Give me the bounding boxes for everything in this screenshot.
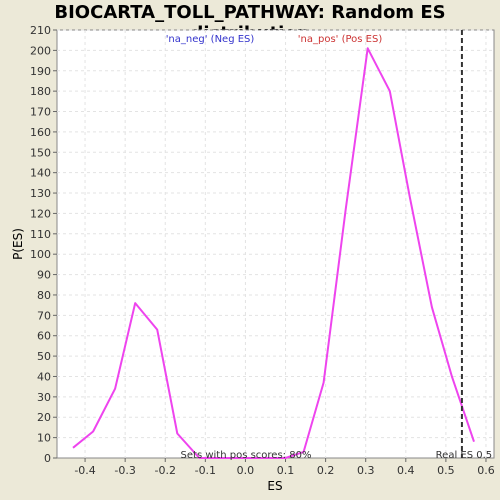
y-tick-label: 200: [30, 44, 51, 57]
y-tick-label: 130: [30, 187, 51, 200]
x-tick-label: -0.2: [155, 464, 176, 477]
series-line: [72, 47, 475, 459]
y-tick-label: 160: [30, 126, 51, 139]
y-tick-label: 10: [37, 432, 51, 445]
y-axis-label: P(ES): [11, 228, 25, 260]
grid-lines: [57, 29, 494, 458]
y-tick-label: 210: [30, 24, 51, 37]
y-tick-label: 100: [30, 248, 51, 261]
y-tick-label: 80: [37, 289, 51, 302]
y-tick-label: 170: [30, 106, 51, 119]
x-tick-label: 0.6: [477, 464, 495, 477]
y-tick-label: 140: [30, 167, 51, 180]
x-tick-label: 0.3: [357, 464, 375, 477]
y-axis-ticks: 0 10 20 30 40 50 60 70 80 90 100 110 120 130 140 150 160…: [30, 24, 57, 465]
y-tick-label: 110: [30, 228, 51, 241]
legend-neg: 'na_neg' (Neg ES): [166, 34, 255, 45]
x-tick-label: 0.5: [437, 464, 455, 477]
y-tick-label: 70: [37, 309, 51, 322]
y-tick-label: 30: [37, 391, 51, 404]
x-tick-label: -0.4: [74, 464, 95, 477]
x-tick-label: -0.1: [195, 464, 216, 477]
x-axis-ticks: -0.4 -0.3 -0.2 -0.1 0.0 0.1 0.2 0.3 0.4 0.5 0.6: [74, 458, 495, 477]
y-tick-label: 20: [37, 411, 51, 424]
y-tick-label: 90: [37, 269, 51, 282]
x-tick-label: 0.4: [397, 464, 415, 477]
y-tick-label: 0: [44, 452, 51, 465]
real-es-label: Real ES 0.5: [436, 450, 492, 461]
series-group: [72, 47, 475, 459]
plot-area: [56, 29, 495, 459]
y-tick-label: 60: [37, 330, 51, 343]
y-tick-label: 120: [30, 207, 51, 220]
x-tick-label: 0.0: [237, 464, 255, 477]
y-tick-label: 150: [30, 146, 51, 159]
x-tick-label: -0.3: [114, 464, 135, 477]
y-tick-label: 180: [30, 85, 51, 98]
y-tick-label: 190: [30, 65, 51, 78]
x-tick-label: 0.2: [317, 464, 335, 477]
x-tick-label: 0.1: [277, 464, 295, 477]
legend-pos: 'na_pos' (Pos ES): [298, 34, 383, 45]
y-tick-label: 40: [37, 370, 51, 383]
pos-scores-note: Sets with pos scores: 80%: [181, 450, 312, 461]
real-es-group: Real ES 0.5: [436, 30, 492, 461]
x-axis-label: ES: [267, 479, 282, 493]
y-tick-label: 50: [37, 350, 51, 363]
